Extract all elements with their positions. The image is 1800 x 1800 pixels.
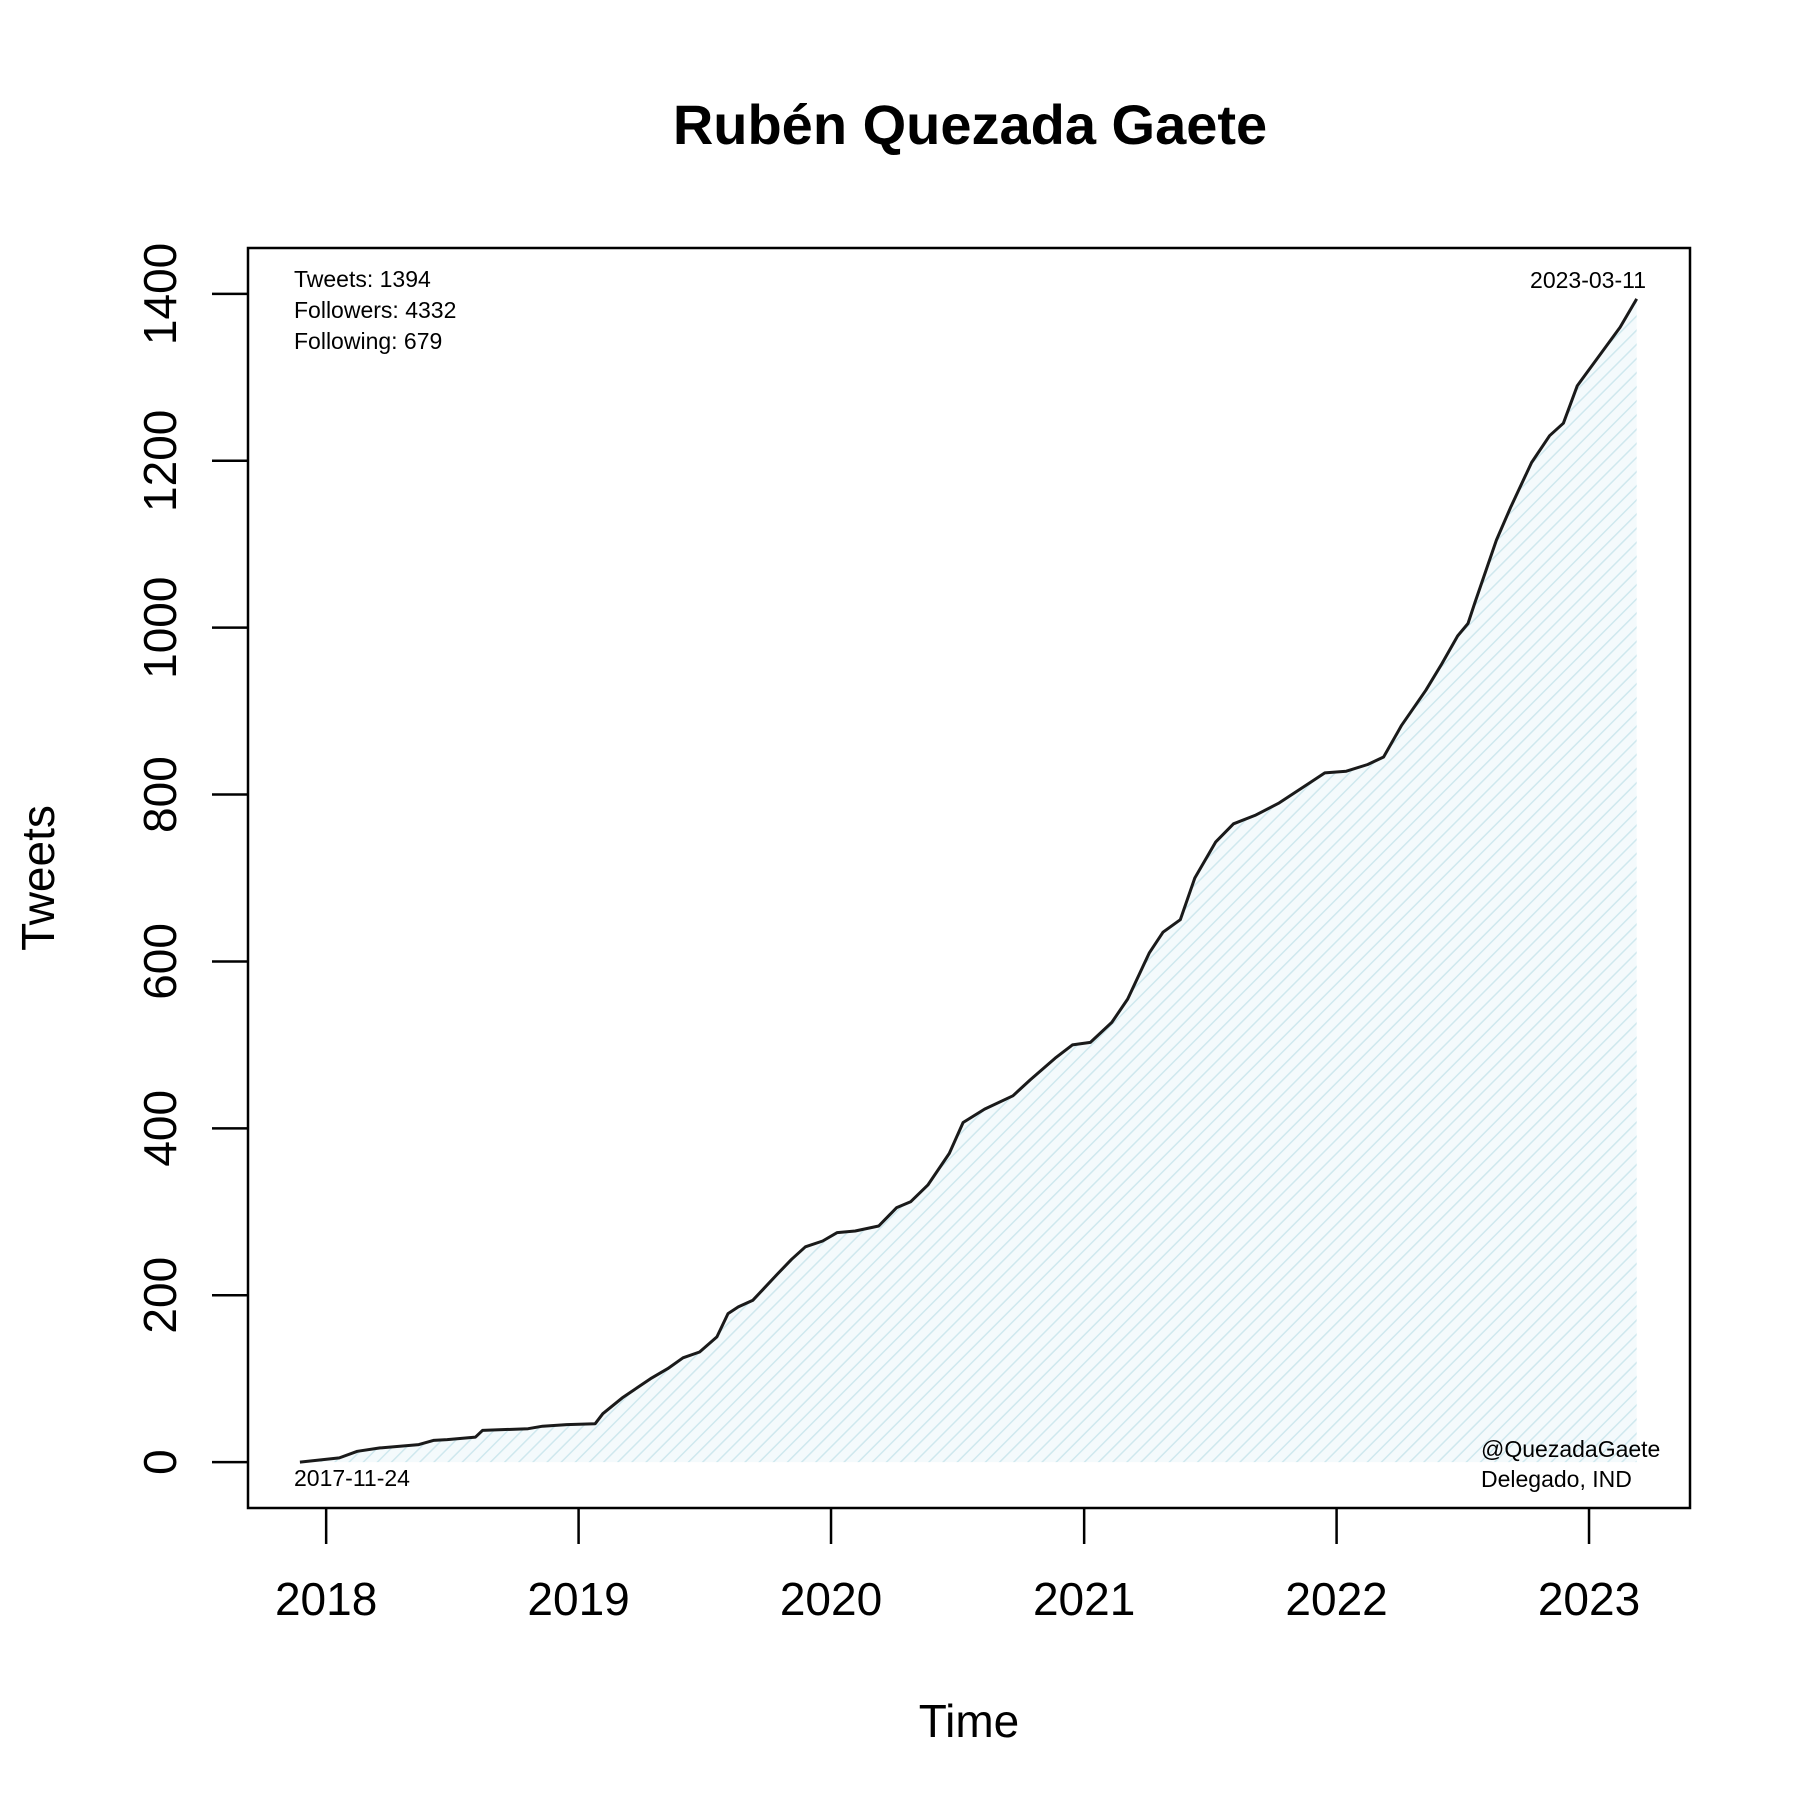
y-axis-label: Tweets [12, 805, 64, 951]
y-tick-label-0: 0 [134, 1449, 186, 1475]
plot-area [246, 246, 1692, 1510]
x-tick-label-2022: 2022 [1285, 1573, 1387, 1625]
role-label: Delegado, IND [1481, 1466, 1632, 1492]
x-axis: 2018 2019 2020 2021 2022 2023 [275, 1508, 1640, 1625]
y-tick-label-200: 200 [134, 1257, 186, 1334]
handle-label: @QuezadaGaete [1481, 1436, 1660, 1462]
y-tick-label-400: 400 [134, 1090, 186, 1167]
x-tick-label-2020: 2020 [780, 1573, 882, 1625]
chart-title: Rubén Quezada Gaete [673, 93, 1267, 156]
stats-annotation: Tweets: 1394 Followers: 4332 Following: … [294, 266, 456, 354]
start-date-label: 2017-11-24 [294, 1465, 410, 1491]
y-tick-label-600: 600 [134, 923, 186, 1000]
y-axis: 0 200 400 600 800 1000 1200 1400 [134, 243, 248, 1475]
x-tick-label-2021: 2021 [1033, 1573, 1135, 1625]
y-tick-label-1200: 1200 [134, 410, 186, 512]
tweets-area-fill [299, 298, 1637, 1463]
tweets-count: Tweets: 1394 [294, 266, 431, 292]
x-axis-label: Time [919, 1695, 1020, 1747]
end-date-label: 2023-03-11 [1530, 267, 1646, 293]
x-tick-label-2023: 2023 [1538, 1573, 1640, 1625]
y-tick-label-1400: 1400 [134, 243, 186, 345]
followers-count: Followers: 4332 [294, 297, 456, 323]
y-tick-label-800: 800 [134, 756, 186, 833]
plot-frame [246, 246, 1692, 1510]
tweets-series-line [299, 298, 1638, 1464]
x-tick-label-2018: 2018 [275, 1573, 377, 1625]
following-count: Following: 679 [294, 328, 442, 354]
y-tick-label-1000: 1000 [134, 577, 186, 679]
x-tick-label-2019: 2019 [527, 1573, 629, 1625]
